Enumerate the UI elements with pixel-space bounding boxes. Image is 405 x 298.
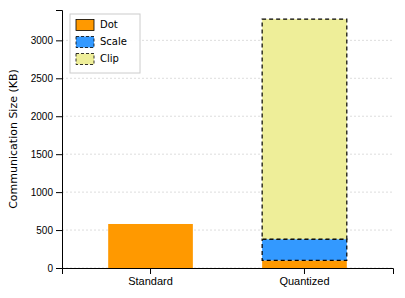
series [262, 239, 347, 260]
bar [108, 224, 193, 268]
y-tick-mark [56, 192, 62, 193]
y-tick: 500 [36, 225, 62, 236]
x-tick: Quantized [279, 268, 329, 287]
legend-swatch [76, 54, 94, 65]
legend-item: Clip [76, 53, 119, 65]
y-tick-mark [56, 78, 62, 79]
x-axis: Standard Quantized [63, 268, 394, 287]
bars [108, 19, 347, 268]
bar [108, 223, 193, 224]
x-tick: Standard [128, 268, 173, 287]
legend-item: Scale [76, 36, 127, 48]
y-tick-mark [56, 40, 62, 41]
y-axis-line [56, 11, 63, 269]
y-tick-label: 500 [36, 225, 53, 236]
y-tick-mark [56, 268, 62, 269]
y-tick: 2500 [31, 73, 62, 84]
x-tick-label: Standard [128, 275, 173, 287]
y-tick-label: 3000 [31, 35, 54, 46]
y-tick-mark [56, 154, 62, 155]
bar [108, 223, 193, 224]
x-axis-line [63, 269, 394, 275]
y-tick-label: 1000 [31, 187, 54, 198]
y-tick-label: 1500 [31, 149, 54, 160]
legend-swatch [76, 37, 94, 48]
bar [262, 19, 347, 239]
y-tick: 1000 [31, 187, 62, 198]
legend: Dot Scale Clip [70, 14, 140, 73]
y-axis-title: Communication Size (KB) [7, 69, 20, 209]
x-tick-mark [150, 268, 151, 274]
y-tick-label: 0 [47, 263, 53, 274]
y-tick-label: 2500 [31, 73, 54, 84]
x-tick-mark [304, 268, 305, 274]
y-tick-label: 2000 [31, 111, 54, 122]
bar [262, 239, 347, 260]
plot: 0 500 1000 1500 2000 2500 3000 Standard Quantize… [31, 11, 394, 287]
legend-swatch [76, 20, 94, 31]
y-tick: 2000 [31, 111, 62, 122]
chart: 0 500 1000 1500 2000 2500 3000 Standard Quantize… [0, 0, 405, 298]
y-tick: 1500 [31, 149, 62, 160]
y-axis: 0 500 1000 1500 2000 2500 3000 [31, 11, 63, 274]
y-tick: 0 [47, 263, 62, 274]
bar [262, 260, 347, 268]
y-tick-mark [56, 230, 62, 231]
legend-frame [70, 14, 140, 73]
y-tick-mark [56, 116, 62, 117]
legend-label: Scale [100, 36, 127, 47]
legend-label: Dot [100, 19, 118, 30]
y-tick: 3000 [31, 35, 62, 46]
legend-label: Clip [100, 53, 119, 64]
legend-item: Dot [76, 19, 118, 31]
x-tick-label: Quantized [279, 275, 329, 287]
series [262, 19, 347, 239]
